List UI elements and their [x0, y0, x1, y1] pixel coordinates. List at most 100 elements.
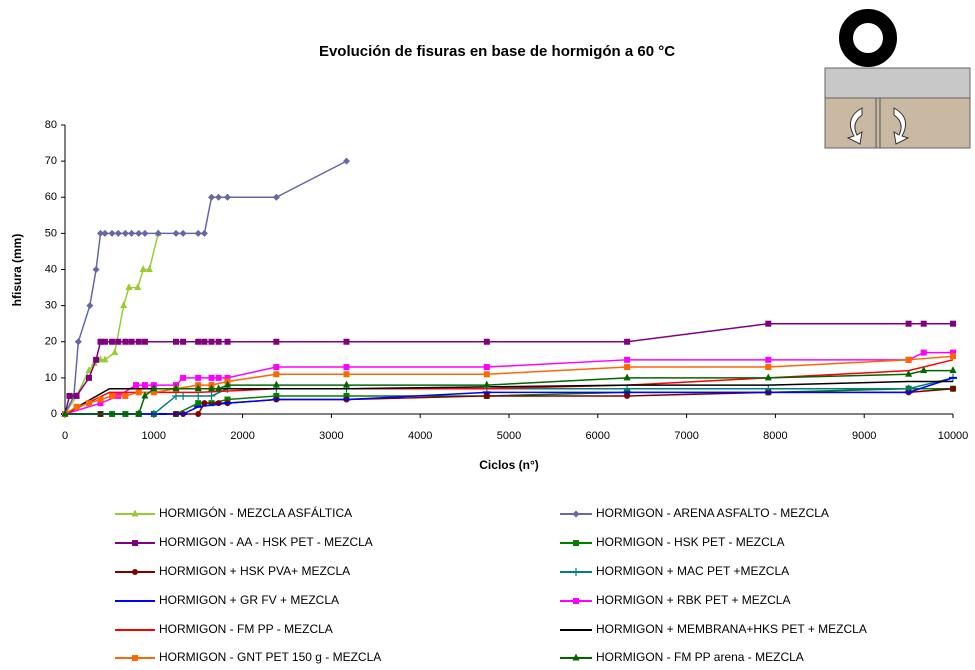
icon: [824, 9, 971, 149]
point: [208, 338, 215, 345]
legend-marker: [132, 569, 138, 575]
point: [950, 349, 956, 356]
y-tick-label: 40: [45, 263, 57, 275]
point: [208, 193, 216, 201]
point: [920, 366, 928, 374]
series-line: [64, 380, 953, 415]
point: [122, 338, 129, 345]
legend-text: HORMIGON + GR FV + MEZCLA: [159, 593, 339, 607]
point: [135, 229, 143, 237]
point: [201, 338, 208, 345]
point: [194, 384, 202, 392]
point: [120, 301, 128, 309]
point: [949, 366, 957, 374]
point: [208, 374, 215, 381]
point: [765, 356, 772, 363]
legend-text: HORMIGON - ARENA ASFALTO - MEZCLA: [596, 506, 829, 520]
series: [62, 320, 956, 417]
point: [97, 229, 105, 237]
y-tick-label: 70: [45, 155, 57, 167]
point: [93, 356, 100, 363]
point: [179, 391, 188, 400]
point: [272, 380, 280, 388]
point: [224, 374, 231, 381]
point: [343, 371, 350, 378]
point: [128, 229, 136, 237]
legend-text: HORMIGON + MAC PET +MEZCLA: [596, 564, 789, 578]
point: [483, 364, 490, 371]
legend-marker: [572, 510, 580, 518]
point: [85, 400, 92, 407]
y-tick-label: 50: [45, 227, 57, 239]
point: [343, 392, 350, 399]
point: [135, 338, 142, 345]
point: [154, 229, 162, 237]
legend-text: HORMIGON - FM PP - MEZCLA: [159, 622, 333, 636]
point: [215, 374, 222, 381]
point: [905, 320, 912, 327]
point: [273, 364, 280, 371]
series: [64, 380, 953, 415]
point: [97, 400, 104, 407]
point: [950, 353, 956, 360]
point: [272, 193, 280, 201]
series-line: [64, 322, 953, 415]
point: [950, 385, 956, 392]
point: [134, 283, 142, 291]
series: [61, 376, 957, 415]
point: [180, 374, 187, 381]
x-tick-label: 5000: [497, 430, 521, 442]
y-tick-label: 20: [45, 336, 57, 348]
legend-marker: [131, 509, 139, 517]
point: [207, 391, 216, 400]
point: [623, 373, 631, 381]
point: [150, 384, 158, 392]
point: [483, 380, 491, 388]
point: [73, 392, 80, 399]
legend-text: HORMIGON - FM PP arena - MEZCLA: [596, 650, 804, 664]
point: [624, 356, 631, 363]
point: [483, 338, 490, 345]
point: [765, 364, 772, 371]
point: [179, 229, 187, 237]
point: [141, 391, 149, 399]
point: [150, 389, 157, 396]
point: [73, 403, 80, 410]
point: [172, 384, 180, 392]
y-axis-label: hfisura (mm): [10, 234, 24, 307]
point: [765, 320, 772, 327]
point: [224, 380, 232, 388]
point: [195, 400, 202, 407]
x-tick-label: 4000: [408, 430, 432, 442]
point: [111, 348, 119, 356]
point: [342, 157, 350, 165]
y-tick-label: 10: [45, 372, 57, 384]
point: [180, 338, 187, 345]
point: [141, 382, 148, 389]
x-tick-label: 7000: [674, 430, 698, 442]
legend-text: HORMIGON + HSK PVA+ MEZCLA: [159, 564, 350, 578]
y-tick-label: 80: [45, 119, 57, 131]
legend-marker: [573, 540, 579, 546]
point: [108, 229, 116, 237]
point: [273, 371, 280, 378]
legend-text: HORMIGON - GNT PET 150 g - MEZCLA: [159, 650, 381, 664]
point: [208, 384, 216, 392]
legend-text: HORMIGON + MEMBRANA+HKS PET + MEZCLA: [596, 622, 867, 636]
point: [273, 392, 280, 399]
point: [74, 338, 82, 346]
point: [905, 369, 913, 377]
point: [86, 302, 94, 310]
point: [483, 392, 490, 399]
point: [101, 355, 109, 363]
x-tick-label: 1000: [142, 430, 166, 442]
point: [624, 392, 631, 399]
point: [764, 373, 772, 381]
series: [61, 366, 957, 417]
y-tick-label: 0: [51, 408, 57, 420]
point: [92, 266, 100, 273]
point: [61, 409, 69, 417]
legend-marker: [132, 540, 138, 546]
point: [133, 382, 140, 389]
x-axis-label: Ciclos (n°): [479, 458, 538, 472]
